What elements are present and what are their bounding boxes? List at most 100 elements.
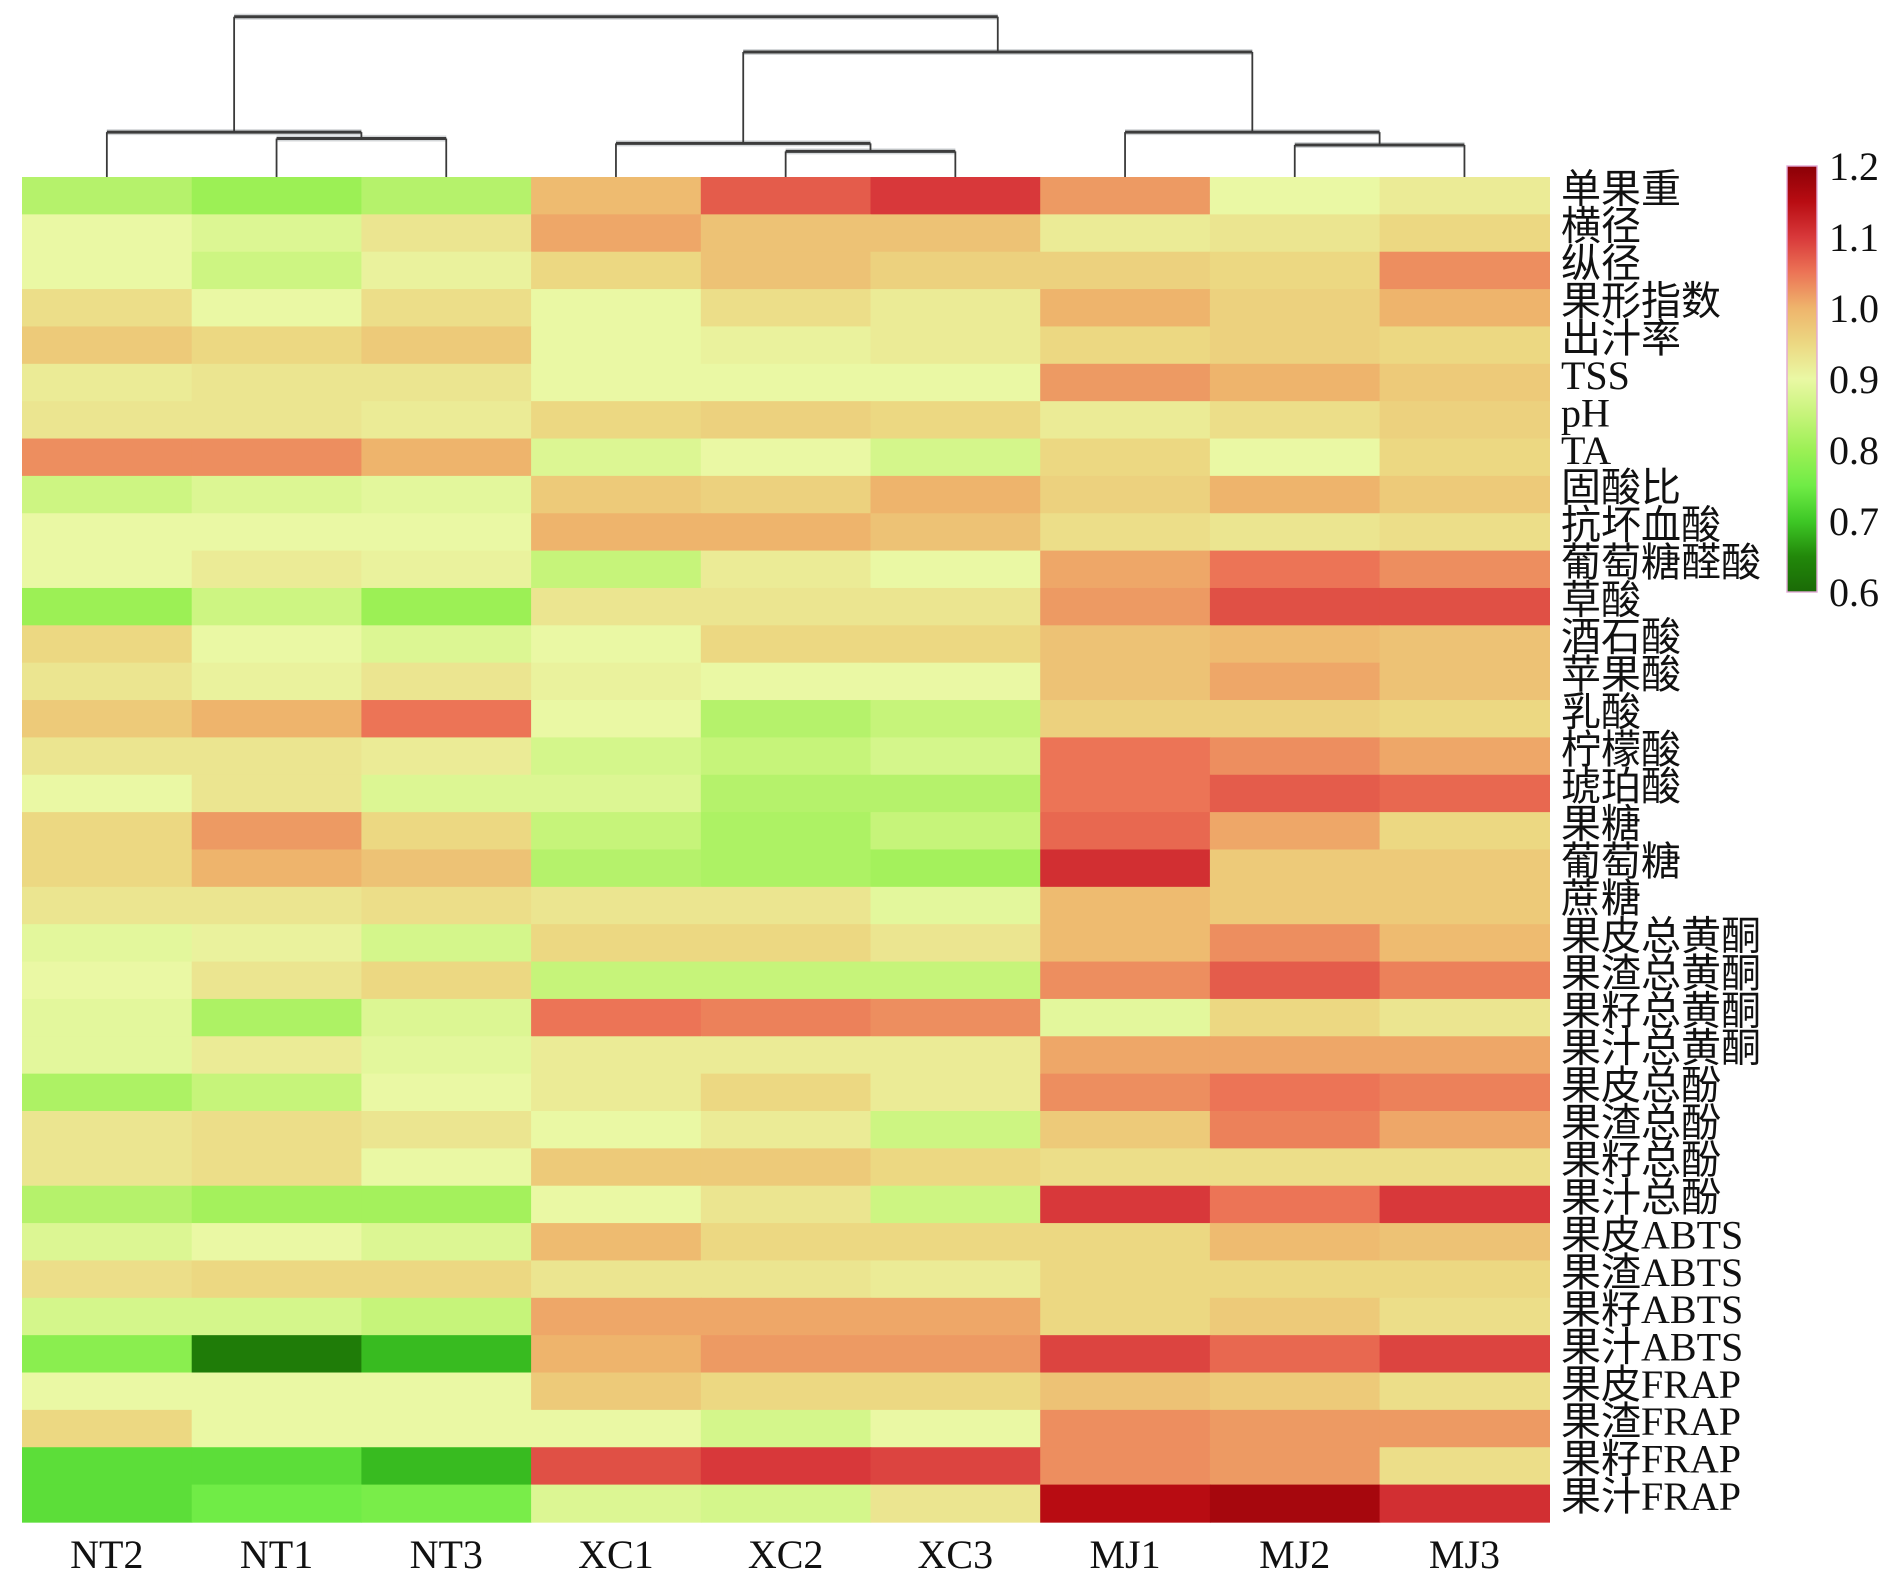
- column-label: MJ3: [1429, 1532, 1500, 1577]
- heatmap-cell: [700, 1036, 872, 1075]
- heatmap-cell: [191, 998, 363, 1037]
- heatmap-cell: [1040, 438, 1211, 477]
- heatmap-cell: [1209, 326, 1381, 365]
- heatmap-cell: [870, 961, 1041, 1000]
- heatmap-cell: [700, 177, 872, 216]
- heatmap-cell: [1209, 1335, 1381, 1374]
- heatmap-cell: [870, 1111, 1041, 1150]
- heatmap-cell: [1209, 998, 1381, 1037]
- heatmap-cell: [191, 1185, 363, 1224]
- heatmap-cell: [1209, 1223, 1381, 1262]
- heatmap-cell: [1379, 662, 1550, 701]
- heatmap-cell: [1040, 401, 1211, 440]
- heatmap-cell: [1040, 961, 1211, 1000]
- heatmap-cell: [700, 251, 872, 290]
- heatmap-cell: [531, 961, 702, 1000]
- heatmap-cell: [22, 1073, 193, 1112]
- heatmap-cell: [22, 1036, 193, 1075]
- colorbar-tick-label: 0.6: [1829, 570, 1879, 615]
- row-label: 出汁率: [1561, 316, 1681, 361]
- heatmap-cell: [1379, 1111, 1550, 1150]
- heatmap-cell: [870, 774, 1041, 813]
- heatmap-cell: [700, 737, 872, 776]
- heatmap-cell: [1379, 1335, 1550, 1374]
- row-label: 果汁FRAP: [1561, 1474, 1741, 1519]
- heatmap-cell: [191, 774, 363, 813]
- heatmap-cell: [1040, 251, 1211, 290]
- heatmap-cell: [191, 1260, 363, 1299]
- heatmap-cell: [361, 475, 532, 514]
- heatmap-cell: [1379, 886, 1550, 925]
- column-label: XC2: [748, 1532, 824, 1577]
- heatmap-cell: [531, 886, 702, 925]
- heatmap-cell: [1040, 214, 1211, 253]
- heatmap-cell: [22, 513, 193, 552]
- heatmap-cell: [22, 1185, 193, 1224]
- heatmap-cell: [700, 1073, 872, 1112]
- heatmap-cell: [1209, 587, 1381, 627]
- heatmap-cell: [22, 849, 193, 888]
- heatmap-cell: [191, 662, 363, 701]
- column-label: XC3: [918, 1532, 994, 1577]
- heatmap-cell: [531, 1335, 702, 1374]
- heatmap-cell: [361, 1297, 532, 1336]
- heatmap-cell: [191, 550, 363, 589]
- heatmap-cell: [1209, 1073, 1381, 1112]
- heatmap-cell: [531, 289, 702, 328]
- heatmap-cell: [531, 700, 702, 739]
- heatmap-cell: [361, 1335, 532, 1374]
- heatmap-cell: [191, 1148, 363, 1187]
- row-label: 果渣ABTS: [1561, 1250, 1743, 1295]
- row-label: 果皮ABTS: [1561, 1212, 1743, 1257]
- heatmap-cell: [700, 1185, 872, 1224]
- heatmap-cell: [361, 438, 532, 477]
- heatmap-cell: [700, 662, 872, 701]
- heatmap-cell: [870, 326, 1041, 365]
- heatmap-cell: [1040, 1073, 1211, 1112]
- heatmap-cell: [1379, 737, 1550, 776]
- heatmap-cell: [700, 1223, 872, 1262]
- heatmap-cell: [1040, 587, 1211, 627]
- heatmap-cell: [700, 961, 872, 1000]
- heatmap-cell: [531, 438, 702, 477]
- heatmap-cell: [1040, 849, 1211, 888]
- heatmap-cell: [1379, 401, 1550, 440]
- row-label: 横径: [1561, 204, 1641, 249]
- heatmap-cell: [700, 1148, 872, 1187]
- heatmap-cell: [870, 924, 1041, 963]
- heatmap-cell: [870, 1409, 1041, 1448]
- row-label: 果皮总黄酮: [1561, 914, 1761, 959]
- row-label: 果皮FRAP: [1561, 1362, 1741, 1407]
- heatmap-cell: [1040, 737, 1211, 776]
- heatmap-cell: [22, 587, 193, 627]
- heatmap-cell: [1040, 774, 1211, 813]
- heatmap-cell: [361, 289, 532, 328]
- heatmap-cell: [1040, 886, 1211, 925]
- heatmap-cell: [870, 886, 1041, 925]
- heatmap-cell: [191, 961, 363, 1000]
- heatmap-cell: [1379, 214, 1550, 253]
- heatmap-cell: [22, 886, 193, 925]
- heatmap-cell: [1040, 1335, 1211, 1374]
- heatmap-cell: [870, 1073, 1041, 1112]
- heatmap-cell: [1379, 700, 1550, 739]
- heatmap-cell: [22, 326, 193, 365]
- heatmap-cell: [1209, 700, 1381, 739]
- heatmap-cell: [191, 363, 363, 402]
- heatmap-cell: [191, 438, 363, 477]
- heatmap-cell: [531, 849, 702, 888]
- heatmap-cell: [22, 214, 193, 253]
- heatmap-cell: [191, 1484, 363, 1523]
- heatmap-cell: [1379, 812, 1550, 851]
- heatmap-cell: [700, 1297, 872, 1336]
- heatmap-grid: [22, 177, 1550, 1523]
- heatmap-cell: [22, 812, 193, 851]
- heatmap-cell: [531, 214, 702, 253]
- heatmap-cell: [191, 924, 363, 963]
- heatmap-cell: [531, 1223, 702, 1262]
- column-dendrogram: [105, 13, 1466, 177]
- heatmap-cell: [531, 1148, 702, 1187]
- row-labels: 单果重横径纵径果形指数出汁率TSSpHTA固酸比抗坏血酸葡萄糖醛酸草酸酒石酸苹果…: [1561, 166, 1761, 1519]
- heatmap-cell: [1040, 513, 1211, 552]
